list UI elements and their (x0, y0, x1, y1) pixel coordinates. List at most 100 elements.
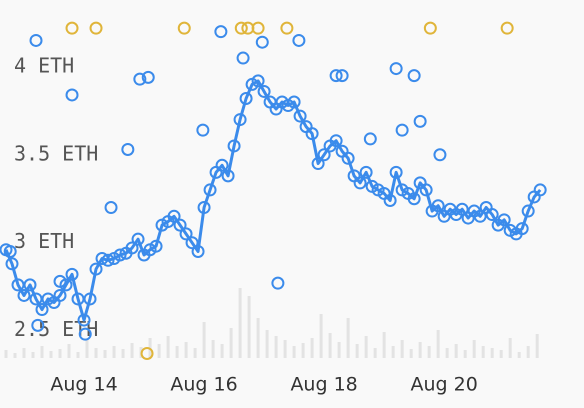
trade-point (329, 69, 343, 83)
trade-point (251, 74, 265, 88)
volume-bar (490, 348, 494, 358)
trade-point (236, 51, 250, 65)
volume-bar (238, 288, 242, 358)
volume-bar (184, 342, 188, 358)
trade-point (89, 21, 103, 35)
trade-point (173, 218, 187, 232)
volume-bar (157, 344, 161, 358)
volume-bar (526, 346, 530, 358)
trade-point (203, 183, 217, 197)
trade-point (167, 209, 181, 223)
volume-bar (292, 346, 296, 358)
trade-point (185, 236, 199, 250)
trade-point (257, 84, 271, 98)
trade-point (473, 209, 487, 223)
volume-bar (265, 330, 269, 358)
volume-bar (427, 346, 431, 358)
trade-point (497, 213, 511, 227)
volume-bar (229, 328, 233, 358)
trade-point (53, 274, 67, 288)
trade-point (419, 183, 433, 197)
volume-bar (22, 348, 26, 358)
trade-point (389, 62, 403, 76)
trade-point (101, 253, 115, 267)
trade-point (83, 292, 97, 306)
volume-bar (256, 318, 260, 358)
x-tick-label: Aug 14 (50, 374, 117, 396)
y-tick-label: 4 ETH (14, 53, 74, 77)
trade-point (17, 288, 31, 302)
volume-bar (328, 333, 332, 358)
trade-point (395, 123, 409, 137)
volume-bar (247, 296, 251, 358)
volume-bar (58, 349, 62, 358)
volume-bar (454, 344, 458, 358)
trade-point (131, 232, 145, 246)
x-tick-label: Aug 18 (290, 374, 357, 396)
trade-point (71, 292, 85, 306)
trade-point (521, 204, 535, 218)
volume-bar (301, 343, 305, 358)
volume-bar (193, 348, 197, 358)
y-tick-label: 3 ETH (14, 229, 74, 253)
volume-bar (211, 340, 215, 358)
trade-point (329, 134, 343, 148)
trade-point (311, 157, 325, 171)
trade-point (287, 95, 301, 109)
trade-point (341, 151, 355, 165)
volume-bar (445, 348, 449, 358)
trade-point (95, 252, 109, 266)
trade-point (251, 21, 265, 35)
y-tick-label: 3.5 ETH (14, 141, 98, 165)
volume-bar (202, 322, 206, 358)
trade-point (29, 292, 43, 306)
trade-point (104, 201, 118, 215)
volume-bar (4, 350, 8, 358)
trade-point (65, 21, 79, 35)
trade-point (234, 21, 248, 35)
volume-bar (40, 346, 44, 358)
trade-point (197, 201, 211, 215)
x-tick-label: Aug 20 (410, 374, 477, 396)
trade-point (335, 69, 349, 83)
trade-point (407, 192, 421, 206)
trade-point (77, 313, 91, 327)
trade-point (221, 169, 235, 183)
trade-point (485, 208, 499, 222)
volume-bar (76, 352, 80, 358)
trade-point (363, 132, 377, 146)
volume-bar (481, 346, 485, 358)
x-tick-label: Aug 16 (170, 374, 237, 396)
trade-point (35, 303, 49, 317)
trade-point (29, 33, 43, 47)
trade-point (407, 69, 421, 83)
volume-bar (346, 318, 350, 358)
volume-bar (373, 348, 377, 358)
volume-bar (283, 340, 287, 358)
trade-point (515, 222, 529, 236)
volume-bar (337, 342, 341, 358)
trade-point (359, 165, 373, 179)
volume-bar (472, 340, 476, 358)
volume-bar (103, 350, 107, 358)
volume-bar (436, 330, 440, 358)
trade-point (121, 142, 135, 156)
trade-point (196, 123, 210, 137)
trade-point (179, 227, 193, 241)
trade-point (214, 25, 228, 39)
volume-bar (409, 349, 413, 358)
trade-point (305, 127, 319, 141)
volume-bar (121, 349, 125, 358)
volume-bar (274, 336, 278, 358)
trade-point (149, 239, 163, 253)
volume-bar (85, 340, 89, 358)
volume-bar (400, 340, 404, 358)
volume-bar (418, 342, 422, 358)
trade-point (53, 288, 67, 302)
trade-point (177, 21, 191, 35)
trade-point (413, 114, 427, 128)
volume-bar (13, 353, 17, 358)
trade-point (233, 113, 247, 127)
trade-point (423, 21, 437, 35)
